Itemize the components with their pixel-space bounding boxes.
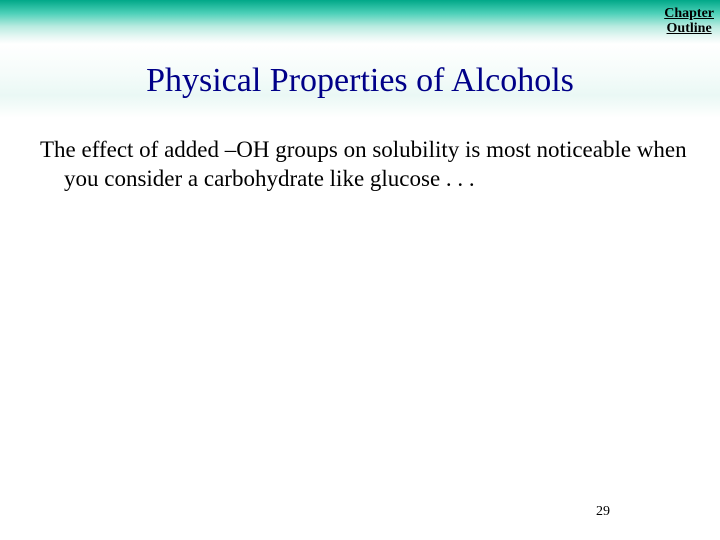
body-area: The effect of added –OH groups on solubi… — [0, 118, 720, 194]
chapter-outline-line2: Outline — [664, 21, 714, 36]
page-number: 29 — [596, 504, 610, 520]
chapter-outline-line1: Chapter — [664, 6, 714, 21]
slide-title: Physical Properties of Alcohols — [0, 62, 720, 100]
header-band: Chapter Outline — [0, 0, 720, 44]
body-paragraph: The effect of added –OH groups on solubi… — [20, 136, 700, 194]
chapter-outline-link[interactable]: Chapter Outline — [664, 6, 714, 37]
title-area: Physical Properties of Alcohols — [0, 44, 720, 118]
